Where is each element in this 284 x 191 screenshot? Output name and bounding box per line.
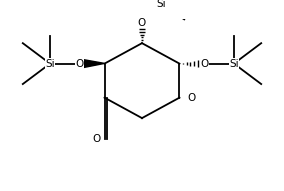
Polygon shape	[83, 60, 105, 68]
Text: O: O	[201, 59, 209, 69]
Text: O: O	[138, 18, 146, 28]
Text: Si: Si	[229, 59, 239, 69]
Text: Si: Si	[45, 59, 55, 69]
Text: O: O	[75, 59, 83, 69]
Text: O: O	[188, 93, 196, 103]
Text: O: O	[92, 134, 101, 143]
Text: Si: Si	[156, 0, 166, 9]
